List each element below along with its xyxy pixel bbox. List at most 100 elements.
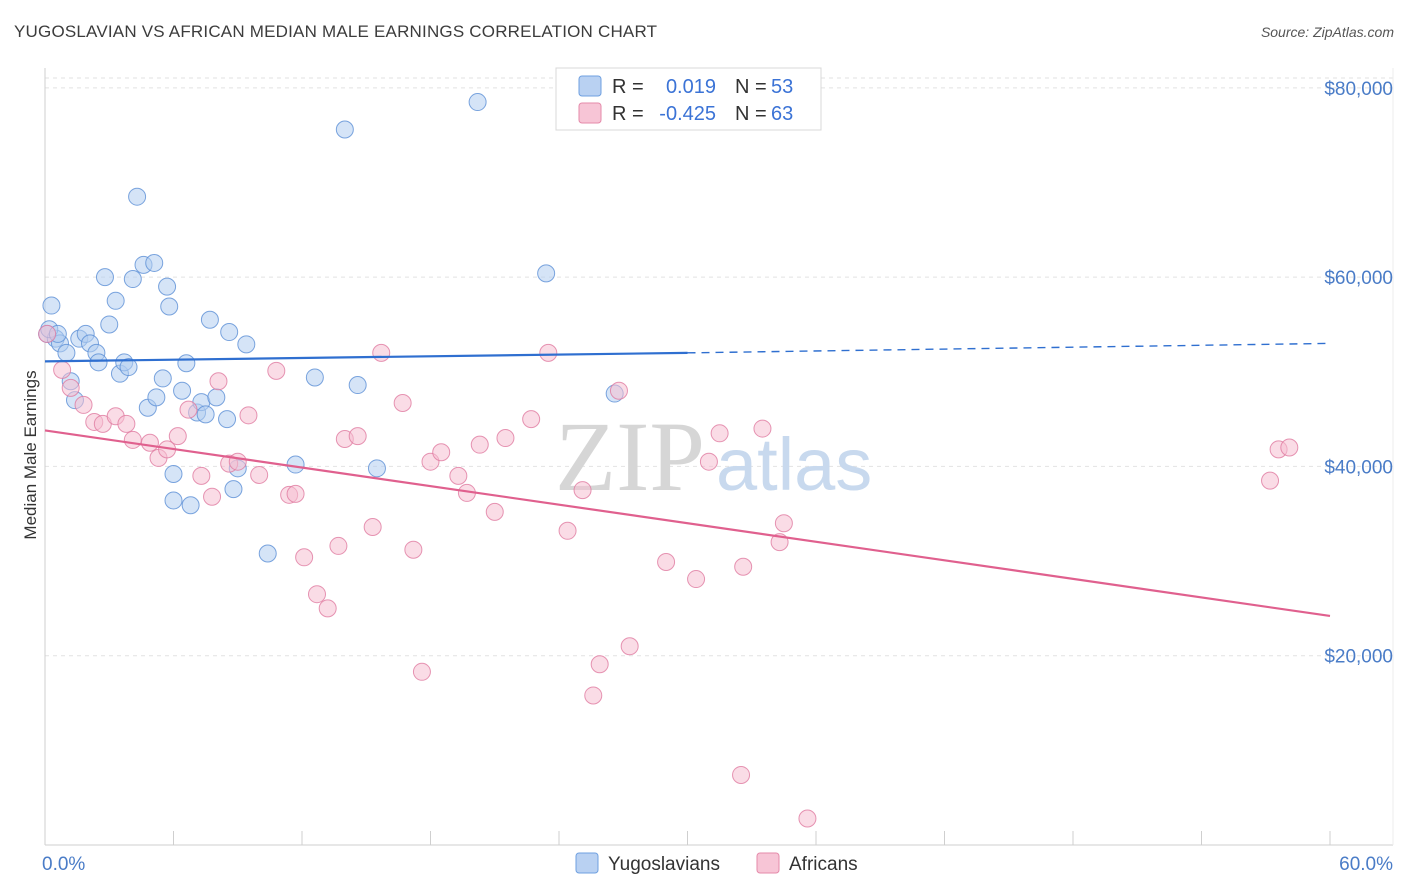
point-yugoslavians: [220, 323, 239, 342]
legend-n-label-africans: N =: [735, 103, 767, 125]
point-africans: [307, 585, 326, 604]
legend-n-label-yugoslavians: N =: [735, 76, 767, 98]
bottom-legend-swatch-yugoslavians: [575, 852, 599, 874]
point-yugoslavians: [123, 270, 142, 289]
point-yugoslavians: [286, 455, 305, 474]
point-africans: [140, 433, 159, 452]
point-africans: [449, 466, 468, 485]
point-africans: [470, 435, 489, 454]
point-africans: [584, 686, 603, 705]
point-africans: [753, 419, 772, 438]
point-africans: [348, 427, 367, 446]
point-yugoslavians: [100, 315, 119, 334]
point-africans: [412, 662, 431, 681]
chart-title: YUGOSLAVIAN VS AFRICAN MEDIAN MALE EARNI…: [14, 22, 658, 41]
trend-line-extension-yugoslavians: [687, 342, 1331, 354]
point-africans: [123, 430, 142, 449]
point-africans: [329, 536, 348, 555]
y-tick-label: $20,000: [1324, 647, 1393, 668]
bottom-legend-label-yugoslavians: Yugoslavians: [608, 854, 720, 875]
point-africans: [179, 400, 198, 419]
point-africans: [734, 557, 753, 576]
legend-swatch-africans: [578, 102, 602, 124]
trend-line-africans: [44, 429, 1331, 618]
point-africans: [250, 465, 269, 484]
point-yugoslavians: [153, 369, 172, 388]
point-yugoslavians: [42, 296, 61, 315]
axes: [44, 68, 1394, 846]
point-africans: [38, 324, 57, 343]
point-africans: [432, 443, 451, 462]
point-yugoslavians: [200, 310, 219, 329]
point-africans: [710, 424, 729, 443]
point-yugoslavians: [207, 388, 226, 407]
point-yugoslavians: [119, 358, 138, 377]
y-tick-label: $40,000: [1324, 457, 1393, 478]
y-tick-label: $60,000: [1324, 268, 1393, 289]
legend-n-value-africans: 63: [771, 103, 793, 125]
legend-r-value-africans: -0.425: [659, 103, 716, 125]
trend-lines: [44, 342, 1331, 618]
point-africans: [539, 343, 558, 362]
point-yugoslavians: [196, 405, 215, 424]
bottom-legend-label-africans: Africans: [789, 854, 858, 875]
point-yugoslavians: [164, 465, 183, 483]
point-africans: [590, 655, 609, 674]
series-africans: [38, 324, 1299, 828]
watermark-atlas: atlas: [716, 423, 872, 506]
point-yugoslavians: [128, 187, 147, 206]
point-yugoslavians: [158, 277, 177, 296]
point-yugoslavians: [181, 496, 200, 515]
legend-swatch-yugoslavians: [578, 75, 602, 97]
point-africans: [228, 452, 247, 471]
point-yugoslavians: [335, 120, 354, 139]
point-africans: [203, 487, 222, 506]
point-yugoslavians: [537, 264, 556, 283]
point-yugoslavians: [218, 410, 237, 429]
gridlines: [45, 77, 1393, 657]
watermark: ZIP atlas: [555, 401, 872, 512]
point-africans: [609, 381, 628, 400]
y-axis-label: Median Male Earnings: [21, 370, 40, 539]
bottom-legend-swatch-africans: [756, 852, 780, 874]
point-yugoslavians: [106, 291, 125, 310]
source-credit: Source: ZipAtlas.com: [1260, 24, 1394, 40]
point-africans: [774, 514, 793, 533]
point-yugoslavians: [305, 368, 324, 387]
y-tick-labels: $20,000 $40,000 $60,000 $80,000: [1324, 79, 1393, 668]
x-tick-max: 60.0%: [1339, 854, 1393, 875]
point-africans: [295, 548, 314, 567]
point-africans: [687, 570, 706, 589]
point-yugoslavians: [224, 480, 243, 499]
data-points: [38, 93, 1299, 828]
point-africans: [404, 540, 423, 559]
x-tick-labels: 0.0% 60.0%: [42, 854, 1393, 875]
point-africans: [53, 360, 72, 379]
point-africans: [573, 481, 592, 500]
point-africans: [363, 518, 382, 536]
point-yugoslavians: [160, 297, 179, 316]
legend-r-label-africans: R =: [612, 103, 644, 125]
point-africans: [620, 637, 639, 656]
legend-r-value-yugoslavians: 0.019: [666, 76, 716, 98]
legend-n-value-yugoslavians: 53: [771, 76, 793, 98]
point-africans: [74, 395, 93, 414]
point-yugoslavians: [89, 353, 108, 372]
point-yugoslavians: [237, 335, 256, 354]
point-yugoslavians: [258, 544, 277, 563]
point-yugoslavians: [164, 491, 183, 510]
point-africans: [699, 452, 718, 471]
point-africans: [485, 502, 504, 521]
point-africans: [117, 414, 136, 433]
point-africans: [61, 378, 80, 397]
point-africans: [496, 429, 515, 448]
series-yugoslavians: [38, 93, 624, 563]
point-africans: [286, 484, 305, 503]
point-africans: [798, 809, 817, 828]
point-africans: [372, 343, 391, 362]
legend-box: R = 0.019 N = 53 R = -0.425 N = 63: [555, 67, 822, 131]
point-africans: [192, 466, 211, 485]
point-yugoslavians: [177, 354, 196, 373]
point-yugoslavians: [145, 253, 164, 272]
